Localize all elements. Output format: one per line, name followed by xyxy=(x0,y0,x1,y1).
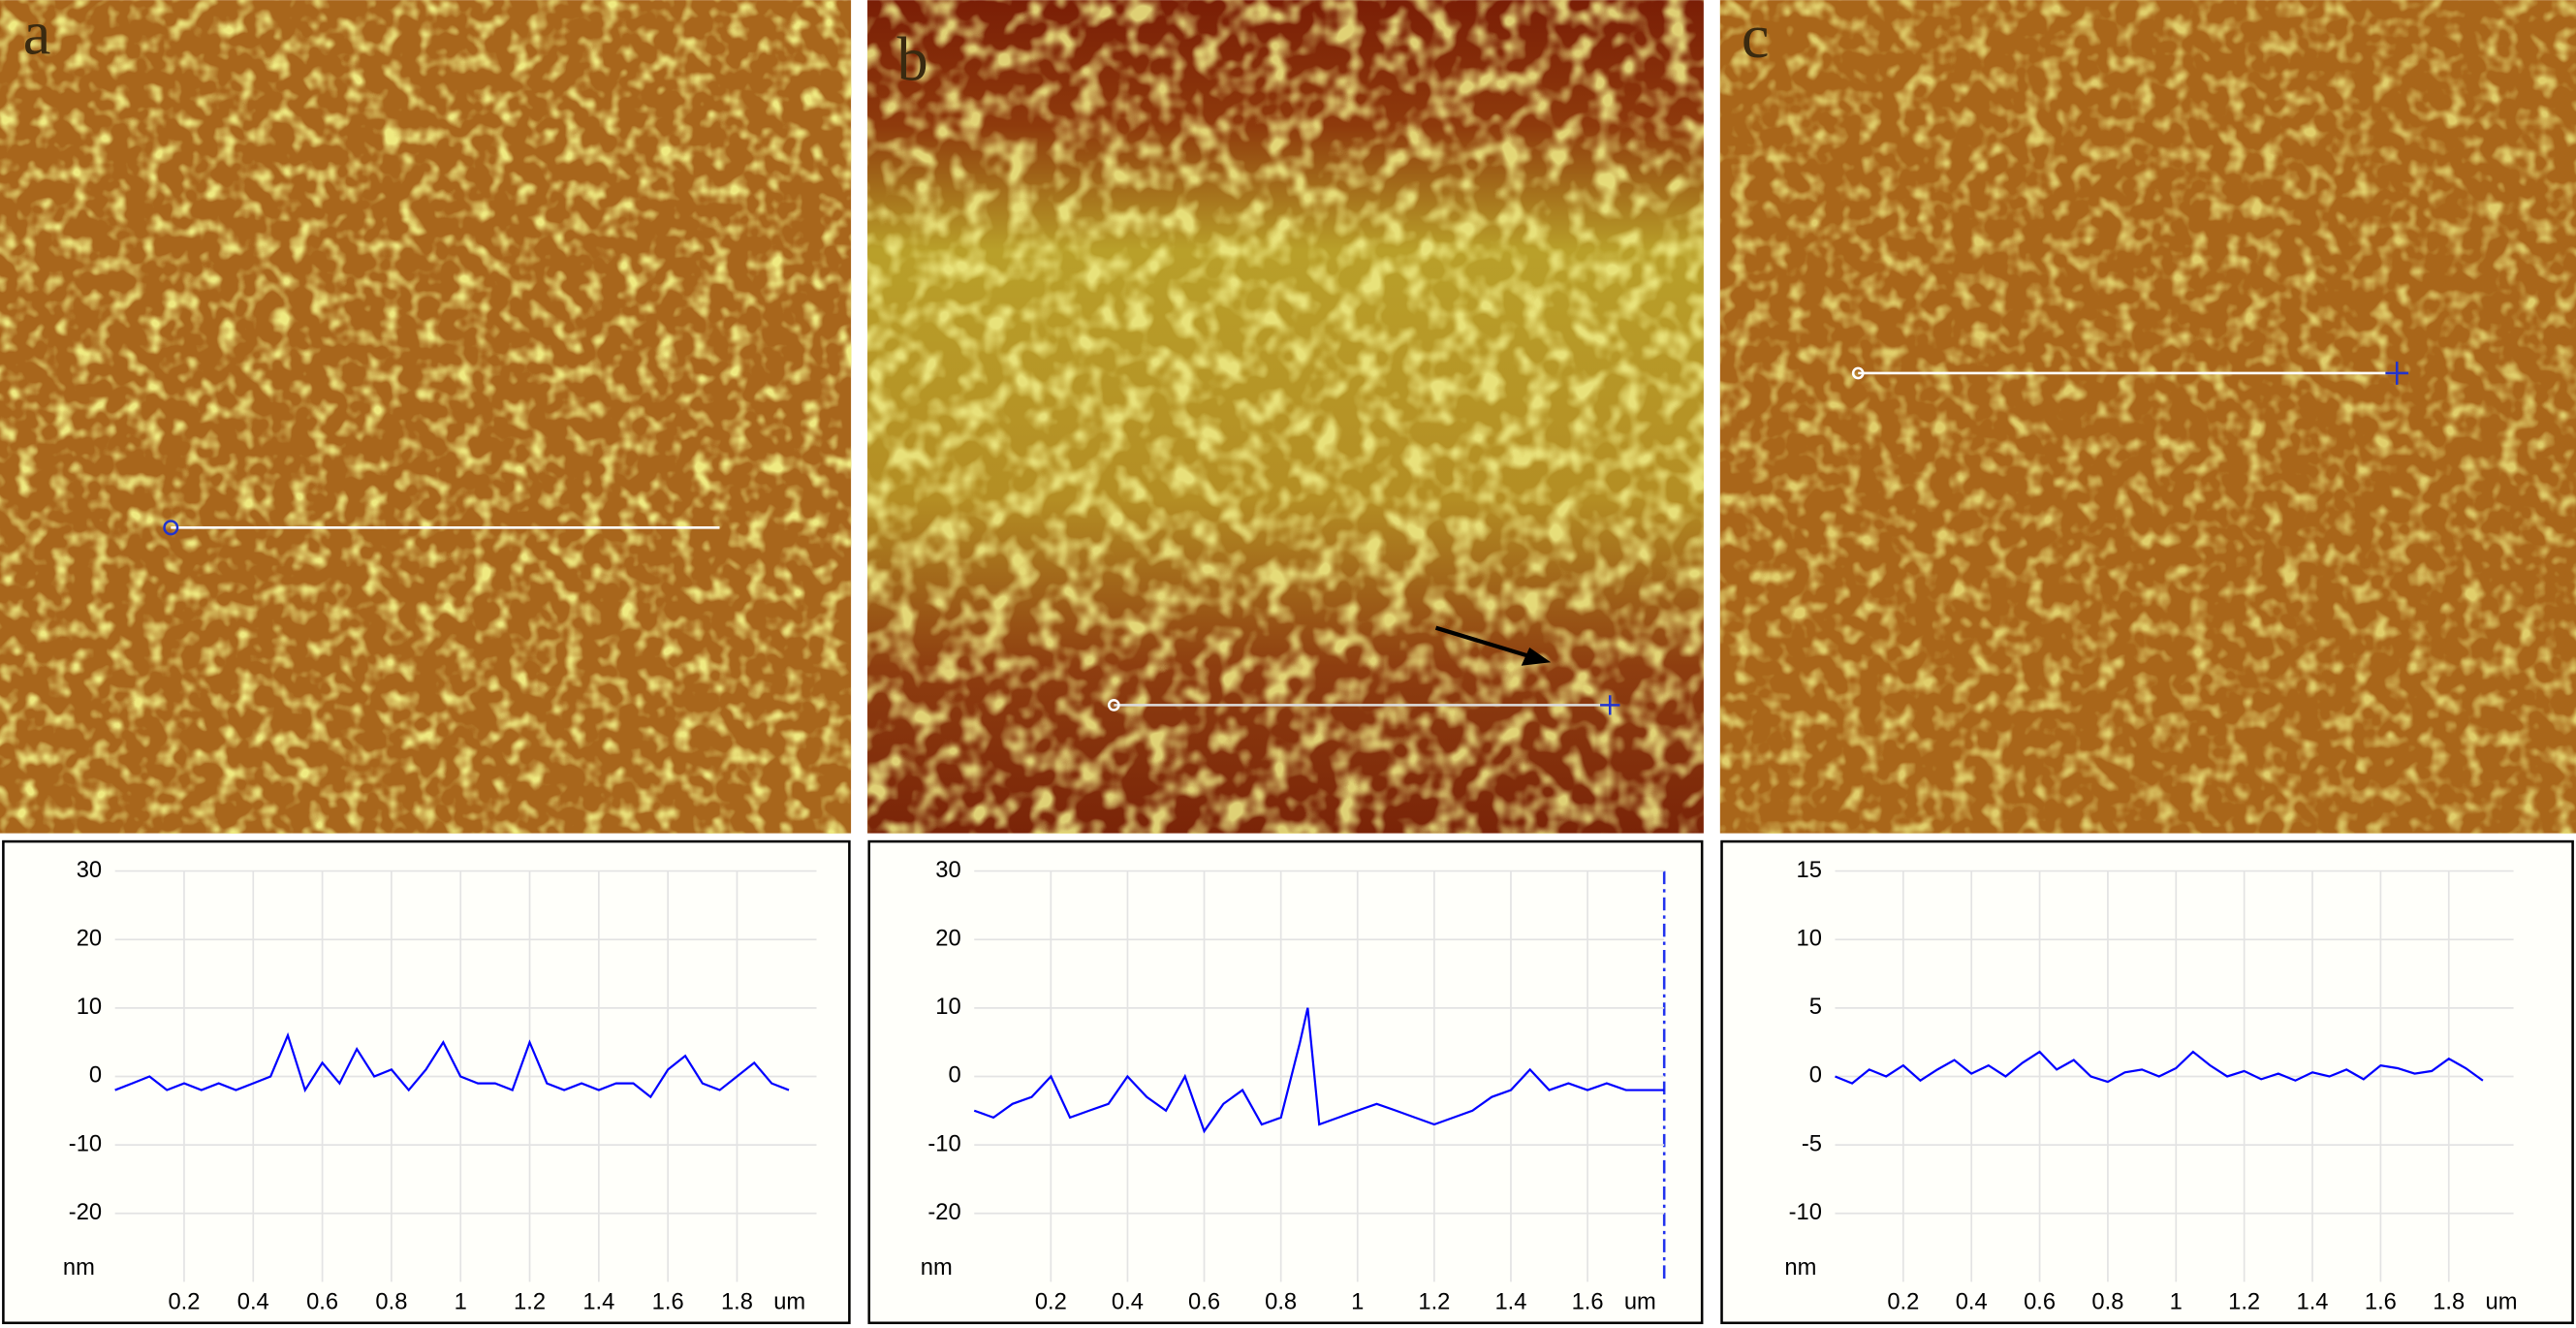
profile-line xyxy=(973,1007,1665,1134)
y-tick-label: -10 xyxy=(1789,1200,1822,1225)
x-tick-label: 0.2 xyxy=(1035,1290,1067,1315)
panel-label: a xyxy=(23,0,51,68)
y-tick-label: -20 xyxy=(927,1200,960,1225)
x-tick-label: 1.6 xyxy=(1572,1290,1604,1315)
y-tick-label: 10 xyxy=(77,995,102,1020)
x-tick-label: 0.2 xyxy=(1887,1290,1919,1315)
y-tick-label: -10 xyxy=(927,1131,960,1156)
x-tick-label: 0.2 xyxy=(168,1290,200,1315)
y-axis-label: nm xyxy=(63,1255,95,1281)
x-tick-label: 1 xyxy=(1351,1290,1364,1315)
x-tick-label: 1.2 xyxy=(514,1290,546,1315)
x-tick-label: 0.8 xyxy=(1265,1290,1297,1315)
x-axis-label: um xyxy=(773,1290,805,1315)
y-tick-label: 0 xyxy=(1809,1063,1822,1089)
afm-image-a xyxy=(0,0,852,834)
x-tick-label: 0.4 xyxy=(1112,1290,1144,1315)
x-tick-label: 1.4 xyxy=(582,1290,614,1315)
y-tick-label: 20 xyxy=(935,926,960,951)
y-tick-label: -5 xyxy=(1802,1131,1822,1156)
x-tick-label: 0.6 xyxy=(306,1290,338,1315)
x-tick-label: 1.8 xyxy=(2433,1290,2465,1315)
x-tick-label: 1.2 xyxy=(2228,1290,2260,1315)
panel-label: c xyxy=(1742,2,1770,71)
x-axis-label: um xyxy=(1624,1290,1656,1315)
profile-frame xyxy=(2,839,851,1325)
x-tick-label: 0.4 xyxy=(1956,1290,1988,1315)
x-tick-label: 1.8 xyxy=(721,1290,753,1315)
x-tick-label: 0.8 xyxy=(2091,1290,2123,1315)
y-tick-label: 0 xyxy=(89,1063,102,1089)
x-tick-label: 0.6 xyxy=(1188,1290,1220,1315)
y-tick-label: 5 xyxy=(1809,995,1822,1020)
x-tick-label: 1.6 xyxy=(2365,1290,2397,1315)
afm-image-c xyxy=(1719,0,2576,834)
profile-frame xyxy=(867,839,1704,1325)
y-axis-label: nm xyxy=(1784,1255,1816,1281)
x-tick-label: 1 xyxy=(2170,1290,2183,1315)
y-tick-label: 10 xyxy=(1797,926,1822,951)
y-tick-label: 10 xyxy=(935,995,960,1020)
x-tick-label: 1.6 xyxy=(652,1290,684,1315)
y-tick-label: 30 xyxy=(935,858,960,883)
y-tick-label: 15 xyxy=(1797,858,1822,883)
profile-frame xyxy=(1720,839,2574,1325)
y-tick-label: 30 xyxy=(77,858,102,883)
y-tick-label: 20 xyxy=(77,926,102,951)
profile-line xyxy=(114,1031,790,1099)
x-tick-label: 0.8 xyxy=(375,1290,407,1315)
x-tick-label: 0.4 xyxy=(237,1290,269,1315)
panel-label: b xyxy=(897,25,928,94)
y-axis-label: nm xyxy=(921,1255,953,1281)
x-tick-label: 1.4 xyxy=(1494,1290,1526,1315)
x-tick-label: 1 xyxy=(455,1290,467,1315)
x-tick-label: 0.6 xyxy=(2024,1290,2056,1315)
afm-image-b xyxy=(867,0,1704,834)
profile-line xyxy=(1835,1050,2484,1085)
x-axis-label: um xyxy=(2486,1290,2518,1315)
y-tick-label: -20 xyxy=(69,1200,102,1225)
y-tick-label: -10 xyxy=(69,1131,102,1156)
x-tick-label: 1.4 xyxy=(2297,1290,2329,1315)
x-tick-label: 1.2 xyxy=(1418,1290,1450,1315)
y-tick-label: 0 xyxy=(948,1063,960,1089)
